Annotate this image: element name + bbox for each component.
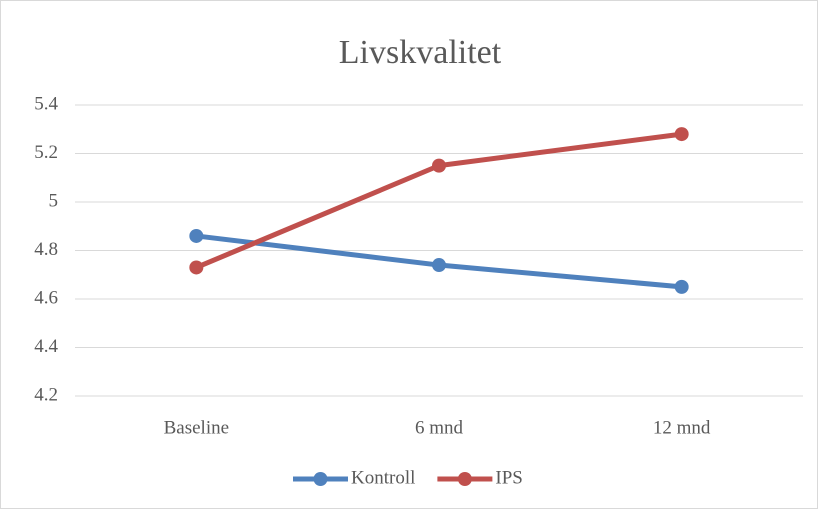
data-point	[674, 127, 689, 142]
y-tick-label: 4.4	[34, 336, 58, 357]
x-tick-label: Baseline	[164, 417, 229, 438]
y-tick-label: 4.6	[34, 287, 58, 308]
y-tick-label: 4.2	[34, 384, 58, 405]
legend-marker	[457, 472, 472, 486]
legend-label: IPS	[495, 467, 522, 488]
data-point	[189, 260, 204, 275]
x-tick-label: 6 mnd	[415, 417, 464, 438]
data-point	[674, 279, 689, 294]
x-tick-label: 12 mnd	[653, 417, 711, 438]
y-tick-label: 5.4	[34, 93, 58, 114]
chart-title: Livskvalitet	[339, 34, 502, 71]
y-tick-label: 4.8	[34, 239, 58, 260]
data-point	[432, 258, 446, 273]
legend-label: Kontroll	[351, 467, 415, 488]
data-point	[432, 158, 446, 173]
y-tick-label: 5.2	[34, 142, 58, 163]
y-tick-label: 5	[49, 190, 59, 211]
legend-marker	[313, 472, 328, 486]
data-point	[189, 228, 204, 243]
